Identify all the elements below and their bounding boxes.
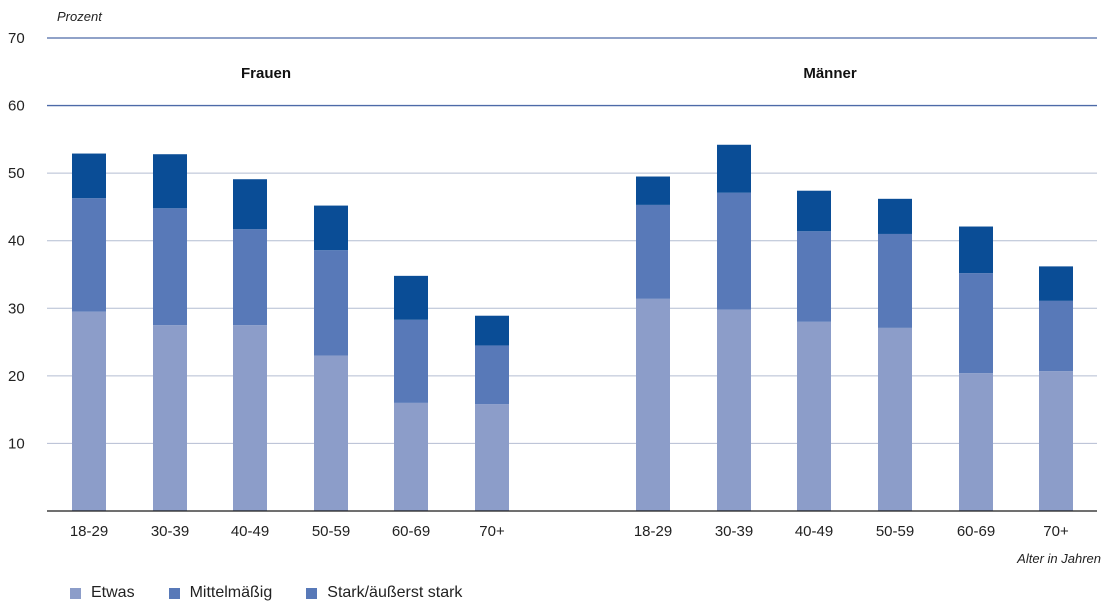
y-tick-label-50: 50 <box>8 165 25 182</box>
bar-maenner-18-29-etwas <box>636 298 670 511</box>
bar-frauen-18-29-stark <box>72 153 106 199</box>
bar-frauen-60-69-stark <box>394 275 428 320</box>
bar-frauen-18-29-etwas <box>72 311 106 511</box>
legend-item-mittelmaessig: Mittelmäßig <box>168 584 273 602</box>
gridlines <box>47 37 1097 444</box>
bar-frauen-30-39-stark <box>153 154 187 209</box>
bar-frauen-30-39-etwas <box>153 325 187 511</box>
bar-frauen-60-69-mittelmaessig <box>394 319 428 403</box>
bar-maenner-60-69-mittelmaessig <box>959 273 993 374</box>
bar-frauen-40-49-mittelmaessig <box>233 229 267 326</box>
bar-frauen-70+-mittelmaessig <box>475 345 509 405</box>
bar-maenner-70+-stark <box>1039 266 1073 301</box>
bar-maenner-30-39-stark <box>717 144 751 193</box>
bar-maenner-50-59-stark <box>878 198 912 234</box>
bar-frauen-40-49-stark <box>233 179 267 230</box>
bar-maenner-50-59-etwas <box>878 327 912 511</box>
legend-swatch-stark <box>306 587 318 599</box>
x-tick-label-maenner-50-59: 50-59 <box>876 523 914 540</box>
legend-swatch-mittelmaessig <box>168 587 180 599</box>
bar-frauen-70+-stark <box>475 315 509 346</box>
x-tick-label-frauen-60-69: 60-69 <box>392 523 430 540</box>
x-tick-label-frauen-40-49: 40-49 <box>231 523 269 540</box>
y-axis-ticks: 10 20 30 40 50 60 70 <box>8 30 25 452</box>
legend: Etwas Mittelmäßig Stark/äußerst stark <box>70 582 496 604</box>
y-tick-label-40: 40 <box>8 233 25 250</box>
x-tick-label-frauen-50-59: 50-59 <box>312 523 350 540</box>
bar-frauen-40-49-etwas <box>233 325 267 511</box>
x-axis-label: Alter in Jahren <box>1016 551 1101 566</box>
x-tick-label-maenner-60-69: 60-69 <box>957 523 995 540</box>
bar-maenner-40-49-mittelmaessig <box>797 231 831 322</box>
x-tick-label-maenner-40-49: 40-49 <box>795 523 833 540</box>
group-titles: Frauen Männer <box>241 65 857 82</box>
bar-maenner-50-59-mittelmaessig <box>878 233 912 328</box>
bar-frauen-50-59-mittelmaessig <box>314 250 348 356</box>
bar-frauen-70+-etwas <box>475 404 509 511</box>
bar-maenner-70+-mittelmaessig <box>1039 300 1073 372</box>
x-tick-label-maenner-70+: 70+ <box>1043 523 1069 540</box>
bar-frauen-18-29-mittelmaessig <box>72 198 106 312</box>
bar-frauen-50-59-stark <box>314 205 348 251</box>
x-tick-label-maenner-18-29: 18-29 <box>634 523 672 540</box>
legend-item-etwas: Etwas <box>70 584 135 602</box>
y-tick-label-20: 20 <box>8 368 25 385</box>
y-tick-label-10: 10 <box>8 435 25 452</box>
x-tick-label-frauen-18-29: 18-29 <box>70 523 108 540</box>
bar-frauen-30-39-mittelmaessig <box>153 208 187 326</box>
legend-label-mittelmaessig: Mittelmäßig <box>189 584 273 601</box>
bar-frauen-60-69-etwas <box>394 402 428 511</box>
x-axis-ticks: 18-29 30-39 40-49 50-59 60-69 70+ 18-29 30-39 40… <box>70 523 1069 540</box>
y-tick-label-60: 60 <box>8 98 25 115</box>
bar-frauen-50-59-etwas <box>314 355 348 511</box>
x-tick-label-maenner-30-39: 30-39 <box>715 523 753 540</box>
bar-maenner-18-29-stark <box>636 176 670 205</box>
x-tick-label-frauen-30-39: 30-39 <box>151 523 189 540</box>
legend-item-stark: Stark/äußerst stark <box>306 584 462 602</box>
legend-label-stark: Stark/äußerst stark <box>327 584 463 601</box>
bar-maenner-40-49-stark <box>797 190 831 232</box>
stacked-bar-chart: Prozent Alter in Jahren 10 20 30 40 50 60 70 1… <box>8 9 1101 566</box>
y-tick-label-30: 30 <box>8 300 25 317</box>
y-tick-label-70: 70 <box>8 30 25 47</box>
bars <box>72 144 1073 511</box>
legend-label-etwas: Etwas <box>91 584 135 601</box>
legend-swatch-etwas <box>70 587 81 599</box>
bar-maenner-70+-etwas <box>1039 371 1073 511</box>
bar-maenner-30-39-mittelmaessig <box>717 192 751 310</box>
group-title-maenner: Männer <box>803 65 857 82</box>
group-title-frauen: Frauen <box>241 65 291 82</box>
bar-maenner-30-39-etwas <box>717 309 751 511</box>
bar-maenner-60-69-etwas <box>959 373 993 511</box>
x-tick-label-frauen-70+: 70+ <box>479 523 505 540</box>
y-axis-label: Prozent <box>57 9 103 24</box>
bar-maenner-40-49-etwas <box>797 321 831 511</box>
bar-maenner-18-29-mittelmaessig <box>636 204 670 299</box>
bar-maenner-60-69-stark <box>959 226 993 274</box>
